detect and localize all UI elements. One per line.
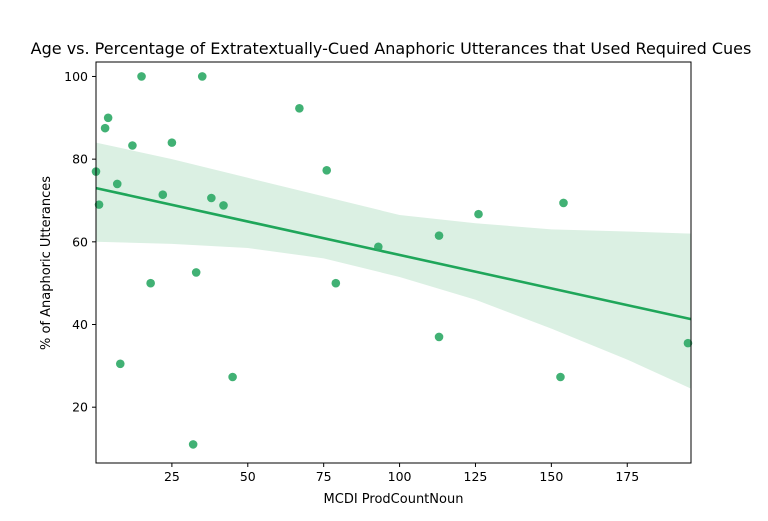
data-point bbox=[374, 242, 383, 252]
data-point bbox=[331, 278, 341, 288]
data-point bbox=[474, 209, 483, 219]
y-tick-label: 20 bbox=[72, 400, 88, 415]
regression-line-layer bbox=[95, 186, 692, 321]
data-point bbox=[128, 141, 137, 150]
plot-frame-rect bbox=[95, 61, 692, 464]
plot-frame bbox=[95, 61, 692, 464]
y-axis-ticks: 20 40 60 80 100 bbox=[64, 69, 96, 415]
data-point bbox=[167, 138, 177, 147]
x-axis-ticks: 25 50 75 100 125 150 175 bbox=[164, 463, 639, 484]
data-point bbox=[228, 372, 237, 382]
x-tick-label: 25 bbox=[164, 469, 180, 484]
data-point bbox=[112, 179, 122, 189]
x-tick-label: 150 bbox=[539, 469, 563, 484]
data-point bbox=[556, 372, 565, 382]
data-point bbox=[295, 104, 304, 113]
data-point bbox=[100, 123, 110, 133]
x-tick-label: 125 bbox=[464, 469, 488, 484]
regression-line bbox=[95, 186, 692, 321]
data-point bbox=[191, 268, 201, 277]
data-point bbox=[94, 200, 104, 209]
data-point bbox=[188, 440, 198, 449]
confidence-band-layer bbox=[96, 142, 691, 389]
data-point bbox=[207, 193, 216, 203]
x-axis-label: MCDI ProdCountNoun bbox=[324, 492, 464, 507]
x-tick-label: 175 bbox=[615, 469, 639, 484]
data-point bbox=[559, 198, 568, 208]
y-tick-label: 100 bbox=[64, 69, 88, 84]
data-point bbox=[434, 332, 444, 342]
data-points-layer bbox=[91, 72, 693, 449]
y-tick-label: 40 bbox=[72, 317, 88, 332]
y-tick-label: 60 bbox=[72, 234, 88, 249]
data-point bbox=[115, 359, 125, 369]
y-axis-label: % of Anaphoric Utterances bbox=[39, 176, 54, 350]
confidence-band bbox=[96, 142, 691, 389]
data-point bbox=[146, 278, 155, 288]
data-point bbox=[683, 338, 693, 348]
data-point bbox=[137, 72, 146, 81]
x-tick-label: 50 bbox=[240, 469, 256, 484]
data-point bbox=[434, 231, 444, 240]
y-tick-label: 80 bbox=[72, 152, 88, 167]
data-point bbox=[158, 190, 168, 200]
data-point bbox=[219, 201, 228, 210]
data-point bbox=[103, 113, 113, 123]
data-point bbox=[322, 166, 332, 175]
chart-title: Age vs. Percentage of Extratextually-Cue… bbox=[31, 39, 752, 58]
x-tick-label: 75 bbox=[316, 469, 332, 484]
data-point bbox=[197, 72, 207, 81]
x-tick-label: 100 bbox=[388, 469, 412, 484]
